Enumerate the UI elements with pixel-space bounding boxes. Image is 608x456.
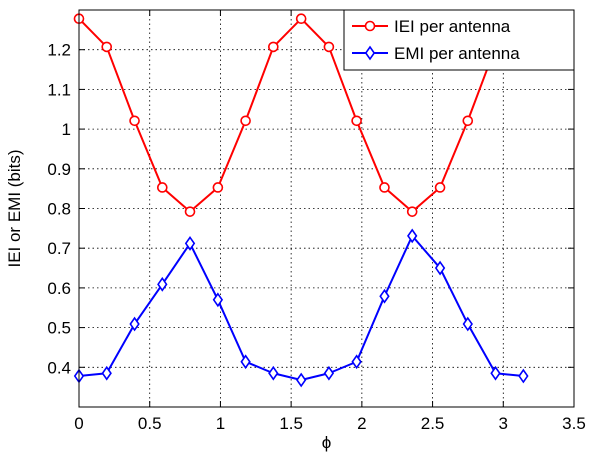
data-point <box>184 236 196 251</box>
data-point <box>129 316 140 332</box>
series-0 <box>73 13 529 217</box>
data-point <box>434 260 446 276</box>
x-tick-label: 0.5 <box>138 414 162 433</box>
x-tick-label: 1 <box>216 414 225 433</box>
x-tick-label: 0 <box>74 414 83 433</box>
data-point <box>351 354 362 370</box>
data-point <box>462 115 474 127</box>
legend-entry: EMI per antenna <box>352 44 520 63</box>
legend-marker <box>364 45 376 61</box>
data-point <box>323 365 335 381</box>
data-point <box>296 372 307 388</box>
data-point <box>184 206 196 217</box>
legend-box <box>343 9 575 71</box>
data-point <box>462 316 473 332</box>
data-point <box>101 365 112 381</box>
data-point <box>406 206 418 217</box>
x-tick-label: 3.5 <box>562 414 586 433</box>
y-tick-label: 0.8 <box>47 200 71 219</box>
plot-series <box>73 13 529 388</box>
data-point <box>407 228 418 244</box>
grid <box>79 10 574 407</box>
data-point <box>351 115 362 127</box>
y-tick-label: 0.6 <box>47 279 71 298</box>
y-tick-label: 1 <box>62 120 71 139</box>
x-tick-label: 2 <box>357 414 366 433</box>
axis-ticks: 0 0.5 1 1.5 2 2.5 3 3.5 0.4 0.5 0.6 0.7 0.8 0.9 1 1.1 1.… <box>47 10 586 433</box>
legend-entry: IEI per antenna <box>352 17 511 36</box>
data-point <box>212 292 224 308</box>
y-axis-label: IEI or EMI (bits) <box>5 149 24 267</box>
series-1 <box>73 228 529 388</box>
data-point <box>101 41 113 53</box>
x-tick-label: 2.5 <box>421 414 445 433</box>
data-point <box>379 288 390 304</box>
data-point <box>490 365 501 381</box>
data-point <box>295 13 307 25</box>
y-tick-label: 1.2 <box>47 41 71 60</box>
series-line <box>78 234 524 382</box>
legend-label: IEI per antenna <box>394 17 511 36</box>
x-tick-label: 1.5 <box>279 414 303 433</box>
data-point <box>379 182 390 193</box>
data-point <box>268 41 279 53</box>
x-axis-label: ϕ <box>322 433 332 452</box>
y-tick-label: 0.4 <box>47 358 71 377</box>
y-tick-label: 1.1 <box>47 80 71 99</box>
y-tick-label: 0.7 <box>47 239 71 258</box>
data-point <box>157 182 168 193</box>
data-point <box>323 41 335 53</box>
data-point <box>240 354 251 370</box>
data-point <box>240 115 251 127</box>
legend: IEI per antenna EMI per antenna <box>343 9 575 71</box>
data-point <box>434 182 446 193</box>
legend-marker <box>364 20 376 32</box>
legend-label: EMI per antenna <box>394 44 520 63</box>
data-point <box>157 276 168 292</box>
y-tick-label: 0.9 <box>47 160 71 179</box>
data-point <box>268 365 279 381</box>
data-point <box>518 368 529 384</box>
data-point <box>212 182 224 193</box>
data-point <box>129 115 140 127</box>
x-tick-label: 3 <box>499 414 508 433</box>
y-tick-label: 0.5 <box>47 319 71 338</box>
